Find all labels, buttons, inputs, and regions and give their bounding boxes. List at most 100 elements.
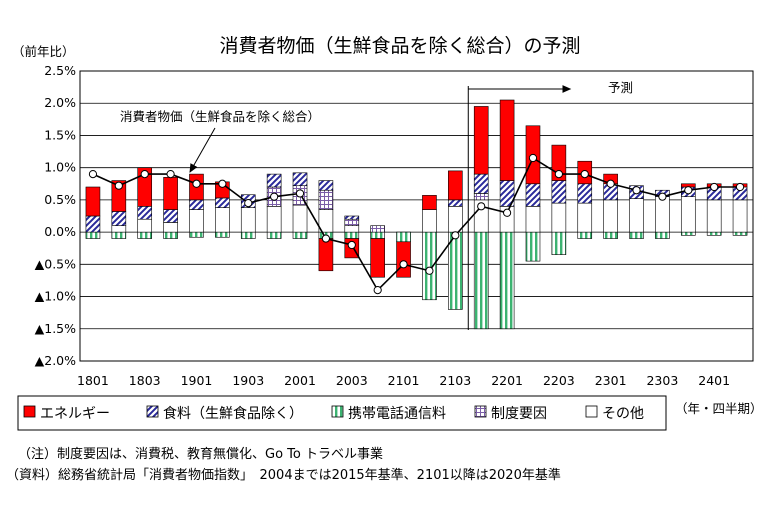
x-tick-label: 2003 <box>336 373 368 388</box>
bar-other <box>215 207 230 233</box>
bar-mobile <box>163 231 178 239</box>
bar-mobile <box>629 231 644 239</box>
bar-other <box>680 196 696 233</box>
bar-mobile <box>137 231 153 239</box>
x-tick-labels: 1801 1803 1901 1903 2001 2003 2101 2103 2201 2203… <box>77 373 730 388</box>
chart-title: 消費者物価（生鮮食品を除く総合）の予測 <box>219 35 580 57</box>
bar-food <box>215 197 230 208</box>
y-tick-label: 1.0% <box>44 160 76 175</box>
legend-food: 食料（生鮮食品除く） <box>163 405 303 422</box>
bar-mobile <box>680 231 696 236</box>
bar-mobile <box>85 231 101 239</box>
bar-mobile <box>603 231 618 239</box>
cpi-point <box>88 170 98 179</box>
x-tick-label: 1801 <box>77 373 109 388</box>
cpi-annotation-arrow <box>189 127 216 173</box>
bar-other <box>189 209 204 233</box>
cpi-point <box>140 170 149 179</box>
cpi-point <box>347 240 356 250</box>
bar-other <box>266 206 282 233</box>
y-tick-label: ▲1.5% <box>35 321 76 336</box>
x-tick-label: 2101 <box>388 373 420 388</box>
bar-mobile <box>448 231 463 310</box>
cpi-point <box>218 179 227 188</box>
x-tick-label: 2001 <box>284 373 316 388</box>
bar-food <box>266 173 282 188</box>
bar-other <box>448 206 463 233</box>
y-tick-label: 0.5% <box>44 192 76 207</box>
bar-food <box>137 206 153 220</box>
bar-other <box>137 218 153 233</box>
bar-food <box>448 199 463 207</box>
bar-other <box>629 198 644 233</box>
bar-inst <box>473 193 489 201</box>
plot-frame <box>79 70 754 362</box>
bar-other <box>732 199 748 233</box>
bar-food <box>318 180 334 191</box>
y-tick-label: 2.0% <box>44 95 76 110</box>
bar-mobile <box>215 231 230 238</box>
y-tick-label: ▲0.5% <box>35 256 76 271</box>
x-tick-label: 2201 <box>491 373 523 388</box>
cpi-annotation: 消費者物価（生鮮食品を除く総合） <box>120 109 320 124</box>
cpi-point <box>658 192 667 201</box>
bar-mobile <box>577 231 593 239</box>
bar-other <box>111 225 127 233</box>
bar-mobile <box>473 231 489 330</box>
cpi-point <box>684 186 693 195</box>
cpi-point <box>425 266 434 275</box>
bar-mobile <box>266 231 282 239</box>
x-tick-label: 1903 <box>232 373 264 388</box>
cpi-point <box>192 179 201 188</box>
legend-mobile: 携帯電話通信料 <box>348 405 446 422</box>
cpi-point <box>399 260 408 269</box>
cpi-point <box>321 234 331 243</box>
legend: エネルギー 食料（生鮮食品除く） 携帯電話通信料 制度要因 その他 <box>17 395 667 431</box>
x-tick-label: 2303 <box>646 373 678 388</box>
cpi-point <box>270 192 279 201</box>
legend-swatch-other <box>585 405 598 418</box>
x-tick-label: 2203 <box>543 373 575 388</box>
bar-mobile <box>551 231 567 255</box>
bar-energy <box>448 170 463 201</box>
cpi-point <box>735 182 745 192</box>
y-tick-label: 2.5% <box>44 63 76 78</box>
x-tick-label: 2401 <box>698 373 730 388</box>
x-tick-label: 1803 <box>129 373 161 388</box>
bar-other <box>551 202 567 233</box>
bars <box>85 99 748 330</box>
bar-energy <box>85 186 101 217</box>
forecast-label: 予測 <box>608 80 633 95</box>
x-tick-label: 2103 <box>439 373 471 388</box>
x-tick-label: 1901 <box>181 373 213 388</box>
cpi-point <box>580 170 589 179</box>
bar-other <box>163 222 178 233</box>
y-tick-label: ▲2.0% <box>35 353 76 368</box>
bar-energy <box>499 99 515 181</box>
bar-inst <box>318 189 334 210</box>
bar-inst <box>344 218 360 226</box>
y-tick-label: 1.5% <box>44 127 76 142</box>
cpi-point <box>528 153 538 163</box>
bar-energy <box>422 195 437 210</box>
bar-other <box>706 199 722 233</box>
bar-other <box>655 196 670 233</box>
cpi-polyline <box>92 156 741 292</box>
bar-energy <box>111 180 127 212</box>
bar-other <box>240 207 256 233</box>
note-1: （注）制度要因は、消費税、教育無償化、Go To トラベル事業 <box>18 446 383 462</box>
bar-mobile <box>189 231 204 238</box>
bar-food <box>344 215 360 220</box>
bar-mobile <box>240 231 256 239</box>
legend-swatch-energy <box>23 405 36 418</box>
legend-swatch-inst <box>474 405 487 418</box>
bar-food <box>163 209 178 223</box>
note-2: （資料）総務省統計局「消費者物価指数」 2004までは2015年基準、2101以… <box>6 467 561 483</box>
bar-mobile <box>396 231 411 243</box>
cpi-point <box>295 189 305 198</box>
cpi-point <box>451 231 460 240</box>
bar-mobile <box>525 231 541 262</box>
bar-food <box>473 173 489 194</box>
y-tick-labels: 2.5% 2.0% 1.5% 1.0% 0.5% 0.0% ▲0.5% ▲1.0% ▲1.5% ▲… <box>35 63 76 368</box>
